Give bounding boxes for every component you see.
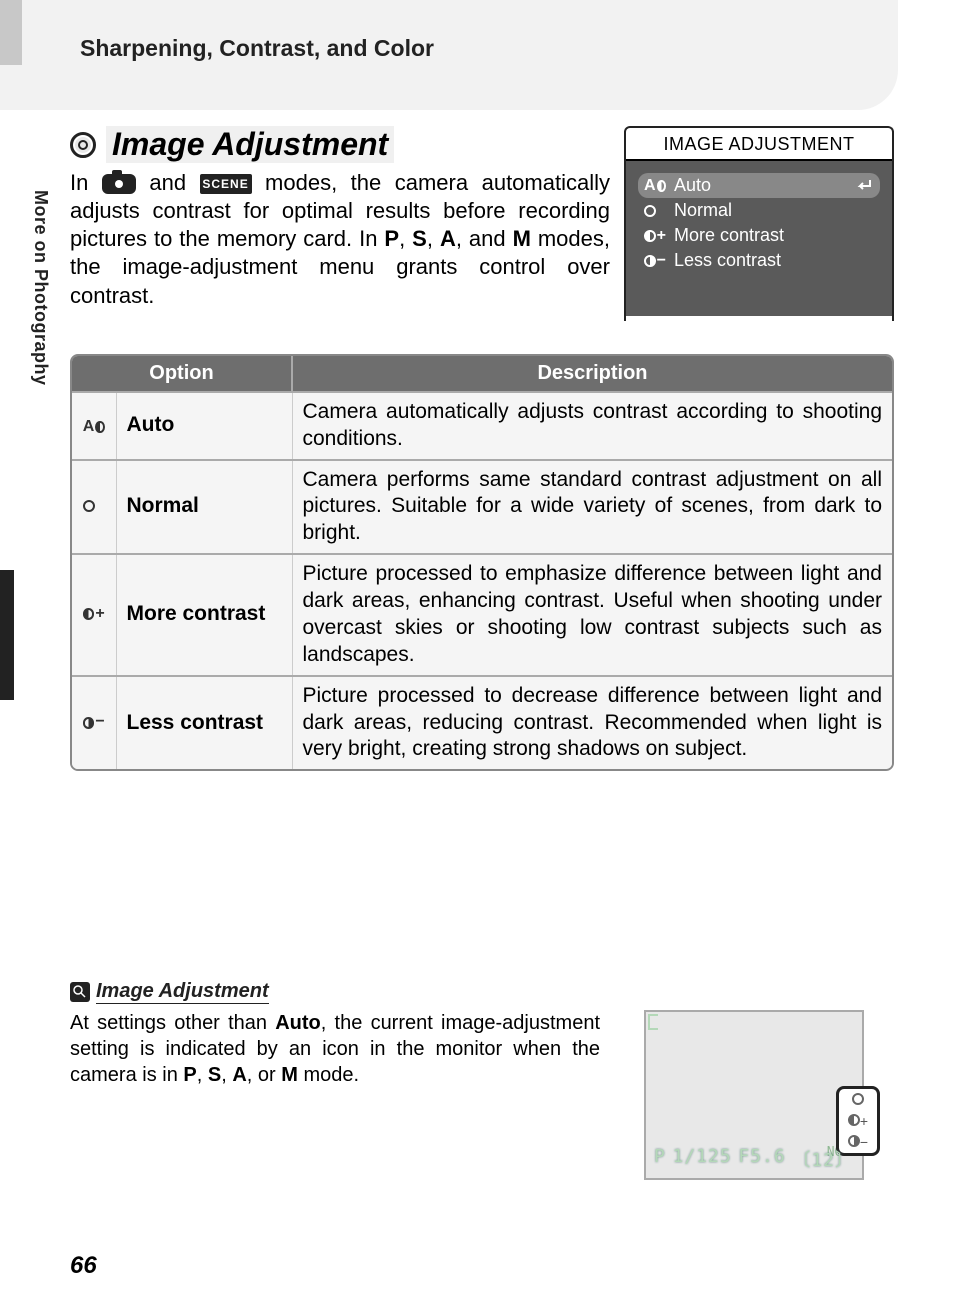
callout-plus-icon: + <box>848 1113 868 1129</box>
option-label-cell: Normal <box>116 460 292 555</box>
return-arrow-icon <box>854 178 872 192</box>
option-label-cell: Auto <box>116 392 292 460</box>
menu-item: +More contrast <box>638 223 880 248</box>
option-desc-cell: Camera automatically adjusts contrast ac… <box>292 392 892 460</box>
table-row: NormalCamera performs same standard cont… <box>72 460 892 555</box>
menu-title: IMAGE ADJUSTMENT <box>626 128 892 161</box>
footer-title: Image Adjustment <box>96 980 269 1004</box>
menu-item: AAuto <box>638 173 880 198</box>
menu-item-label: Less contrast <box>674 250 781 271</box>
option-desc-cell: Picture processed to decrease difference… <box>292 676 892 770</box>
header-tab <box>0 0 22 65</box>
menu-preview: IMAGE ADJUSTMENT AAutoNormal+More contra… <box>624 126 894 321</box>
options-table: Option Description AAutoCamera automatic… <box>70 354 894 772</box>
option-label-cell: Less contrast <box>116 676 292 770</box>
option-desc-cell: Picture processed to emphasize differenc… <box>292 554 892 676</box>
side-section-label: More on Photography <box>30 190 51 386</box>
lcd-preview: + ⸢5M NORM + − P 1/125 F5.6 〔12〕 <box>644 1010 864 1180</box>
menu-item-label: Auto <box>674 175 711 196</box>
option-label-cell: More contrast <box>116 554 292 676</box>
breadcrumb-title: Sharpening, Contrast, and Color <box>80 35 434 62</box>
table-head-desc: Description <box>292 356 892 392</box>
lcd-aperture: F5.6 <box>738 1146 785 1172</box>
section-title: Image Adjustment <box>106 126 394 163</box>
footer-body: At settings other than Auto, the current… <box>70 1010 600 1088</box>
side-tab <box>0 570 14 700</box>
table-row: −Less contrastPicture processed to decre… <box>72 676 892 770</box>
menu-panel: AAutoNormal+More contrast−Less contrast <box>626 161 892 316</box>
menu-item: Normal <box>638 198 880 223</box>
table-row: AAutoCamera automatically adjusts contra… <box>72 392 892 460</box>
magnifier-icon <box>70 982 90 1002</box>
camera-mode-icon <box>102 174 136 194</box>
option-icon-cell: − <box>72 676 116 770</box>
bracket-icon <box>648 1014 658 1030</box>
table-row: +More contrastPicture processed to empha… <box>72 554 892 676</box>
menu-item-label: Normal <box>674 200 732 221</box>
page-number: 66 <box>70 1252 97 1280</box>
option-icon-cell <box>72 460 116 555</box>
scene-mode-icon: SCENE <box>200 174 252 194</box>
callout-normal-icon <box>852 1092 864 1108</box>
lcd-mode: P <box>654 1146 666 1172</box>
section-body: In and SCENE modes, the camera automatic… <box>70 169 610 310</box>
option-desc-cell: Camera performs same standard contrast a… <box>292 460 892 555</box>
option-icon-cell: A <box>72 392 116 460</box>
image-adjustment-icon <box>70 132 96 158</box>
table-head-option: Option <box>72 356 292 392</box>
option-icon-cell: + <box>72 554 116 676</box>
menu-item: −Less contrast <box>638 248 880 273</box>
menu-item-label: More contrast <box>674 225 784 246</box>
lcd-count: 〔12〕 <box>792 1146 854 1172</box>
lcd-shutter: 1/125 <box>672 1146 731 1172</box>
